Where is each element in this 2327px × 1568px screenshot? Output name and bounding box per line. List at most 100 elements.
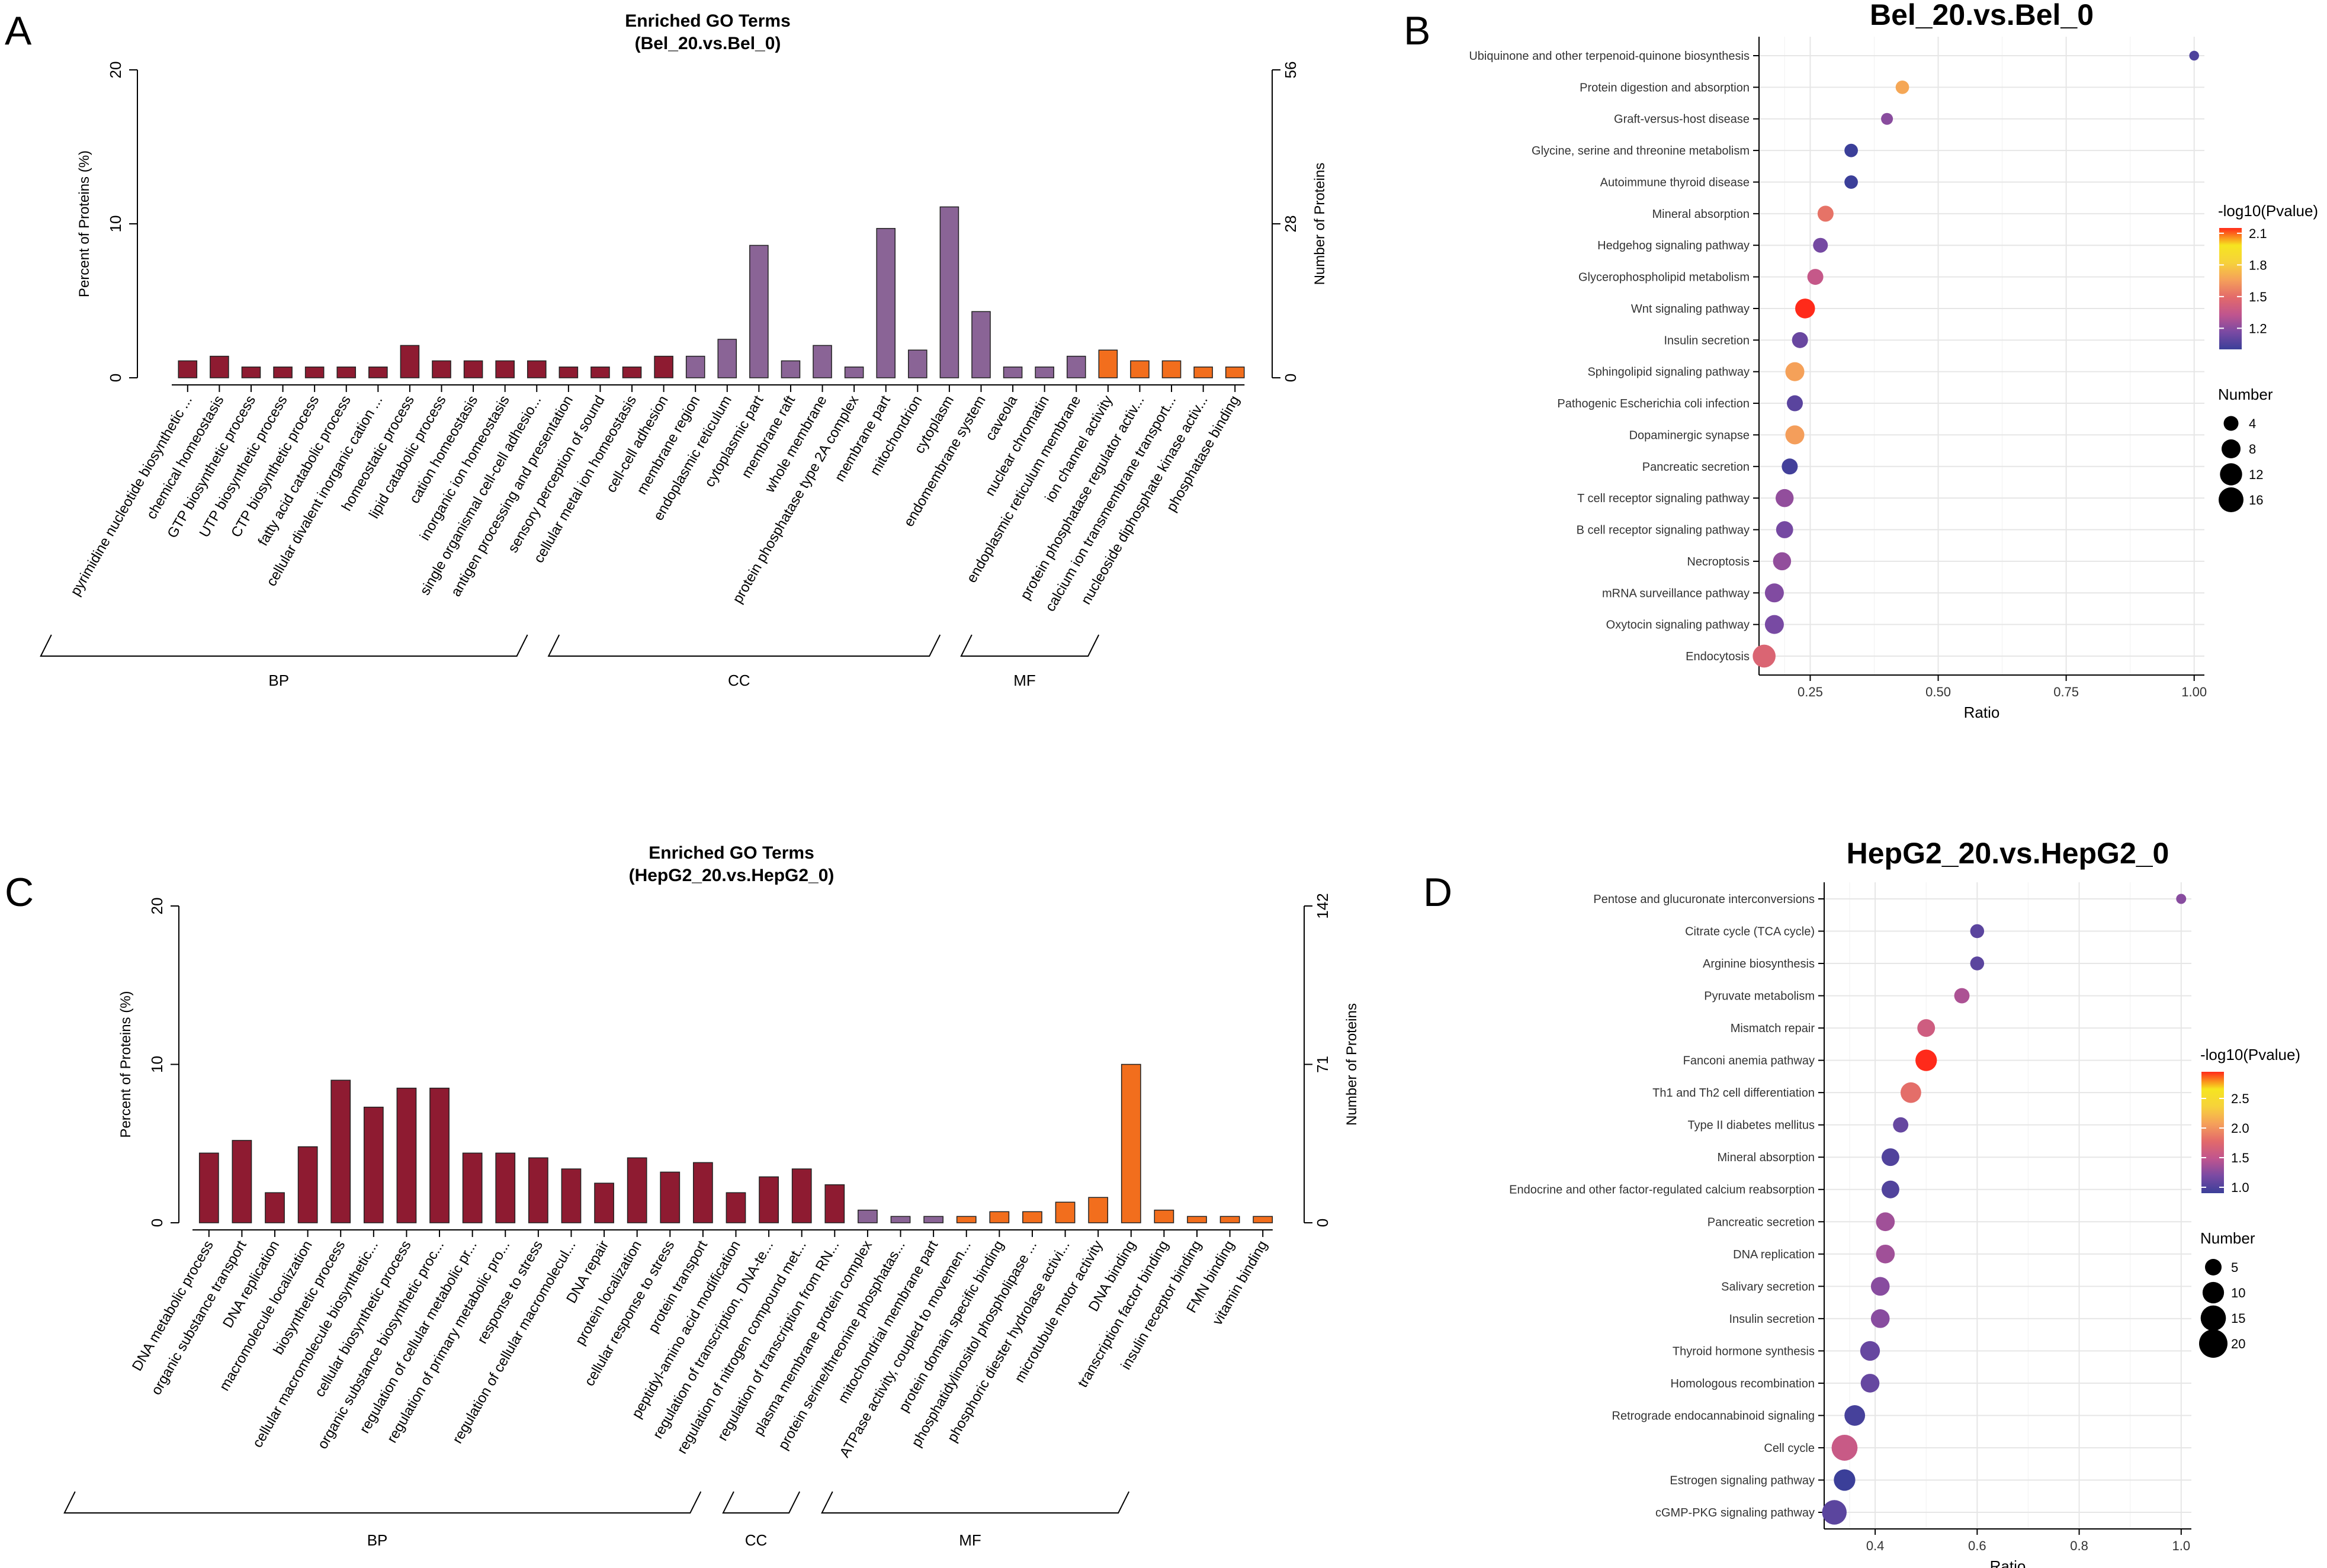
data-point — [1795, 298, 1815, 319]
y-tick-label: Sphingolipid signaling pathway — [1587, 366, 1750, 379]
group-label: CC — [728, 671, 750, 689]
color-legend-label: 2.0 — [2231, 1121, 2249, 1136]
x-tick-label: 0.50 — [1925, 685, 1951, 699]
y-tick-label: DNA replication — [1733, 1248, 1815, 1261]
y-tick-label: Salivary secretion — [1721, 1280, 1815, 1293]
bar — [495, 1152, 516, 1223]
size-legend-title: Number — [2200, 1229, 2255, 1247]
y-tick-label: Mismatch repair — [1731, 1022, 1815, 1035]
x-tick-label: 0.75 — [2053, 685, 2079, 699]
bar — [297, 1146, 318, 1223]
x-tick-label: pyrimidine nucleotide biosynthetic ... — [68, 393, 195, 599]
y-tick-label: Pathogenic Escherichia coli infection — [1557, 397, 1750, 410]
y-tick-label-left: 10 — [148, 1056, 166, 1073]
y-tick-label: Oxytocin signaling pathway — [1606, 619, 1750, 632]
y-tick-label-left: 20 — [148, 898, 166, 915]
y-tick-label-right: 142 — [1314, 893, 1331, 918]
y-tick-label-right: 0 — [1314, 1219, 1331, 1227]
y-tick-label: Protein digestion and absorption — [1580, 81, 1750, 94]
bar — [1088, 1197, 1109, 1223]
bar — [336, 367, 357, 378]
bar — [923, 1216, 944, 1223]
data-point — [1753, 644, 1776, 668]
bar — [241, 367, 261, 378]
bar — [210, 355, 229, 378]
size-legend-dot — [2202, 1281, 2225, 1304]
bar — [1154, 1209, 1174, 1223]
plot-panel — [1759, 37, 2204, 675]
group-bracket — [960, 634, 1100, 657]
y-tick-label: Type II diabetes mellitus — [1687, 1119, 1815, 1132]
panel-c-go-bar-chart: Enriched GO Terms (HepG2_20.vs.HepG2_0) 0 0… — [63, 843, 1360, 1549]
size-legend-label: 15 — [2231, 1311, 2245, 1326]
panel-letter-a: A — [5, 8, 32, 53]
bar — [876, 228, 896, 378]
y-tick-label: mRNA surveillance pathway — [1602, 587, 1750, 600]
data-point — [1870, 1309, 1890, 1328]
group-label: MF — [959, 1531, 981, 1549]
bar — [528, 1157, 548, 1223]
y-tick-label: Estrogen signaling pathway — [1670, 1474, 1815, 1487]
group-bracket — [821, 1491, 1130, 1514]
data-point — [1881, 1180, 1899, 1199]
color-legend-label: 1.5 — [2231, 1151, 2249, 1165]
data-point — [1970, 956, 1985, 971]
y-tick-label: Insulin secretion — [1729, 1313, 1815, 1326]
chart-subtitle: (Bel_20.vs.Bel_0) — [635, 34, 781, 53]
bar — [1098, 349, 1118, 378]
bar — [989, 1211, 1010, 1223]
group-label: MF — [1013, 671, 1036, 689]
data-point — [1970, 924, 1985, 939]
group-bracket — [722, 1491, 801, 1514]
color-legend-label: 1.5 — [2249, 290, 2267, 304]
bar — [400, 345, 420, 378]
chart-subtitle: (HepG2_20.vs.HepG2_0) — [629, 866, 834, 885]
bar — [858, 1209, 878, 1223]
y-tick-label: Glycerophospholipid metabolism — [1578, 271, 1750, 284]
group-bracket — [547, 634, 941, 657]
data-point — [1822, 1500, 1847, 1525]
data-point — [2189, 50, 2199, 61]
size-legend-dot — [2205, 1259, 2222, 1275]
y-tick-label: Arginine biosynthesis — [1703, 957, 1815, 971]
bar — [749, 245, 769, 378]
bar — [178, 360, 198, 378]
x-axis-label: Ratio — [1990, 1557, 2026, 1568]
y-tick-label: Autoimmune thyroid disease — [1600, 176, 1750, 189]
bar — [717, 339, 737, 378]
data-point — [1917, 1019, 1936, 1037]
color-legend-bar — [2219, 228, 2242, 349]
data-point — [1776, 521, 1793, 538]
bar — [1193, 367, 1213, 378]
bar — [198, 1152, 219, 1223]
bar — [495, 360, 515, 378]
group-label: BP — [268, 671, 289, 689]
size-legend-dot — [2221, 439, 2241, 459]
data-point — [1876, 1212, 1895, 1232]
bar — [726, 1192, 746, 1223]
x-tick-label: 0.4 — [1866, 1538, 1885, 1553]
bar — [939, 206, 959, 378]
data-point — [1813, 237, 1828, 253]
bar — [1003, 367, 1023, 378]
bar — [908, 349, 927, 378]
data-point — [1844, 175, 1858, 189]
bar — [956, 1216, 977, 1223]
bar — [463, 360, 483, 378]
data-point — [1860, 1341, 1880, 1361]
y-tick-label: cGMP-PKG signaling pathway — [1655, 1506, 1815, 1519]
color-legend-label: 1.8 — [2249, 258, 2267, 272]
chart-title: Enriched GO Terms — [625, 11, 791, 31]
bar — [627, 1157, 647, 1223]
y-tick-label: Dopaminergic synapse — [1629, 429, 1750, 442]
bar — [304, 367, 325, 378]
y-tick-label: Insulin secretion — [1664, 334, 1750, 347]
y-tick-label: Necroptosis — [1687, 555, 1750, 568]
bar — [622, 367, 642, 378]
size-legend-label: 20 — [2231, 1336, 2245, 1351]
bar — [971, 311, 991, 378]
bar — [824, 1184, 845, 1223]
data-point — [1764, 615, 1784, 634]
size-legend-label: 10 — [2231, 1286, 2245, 1300]
color-legend-label: 2.1 — [2249, 226, 2267, 241]
